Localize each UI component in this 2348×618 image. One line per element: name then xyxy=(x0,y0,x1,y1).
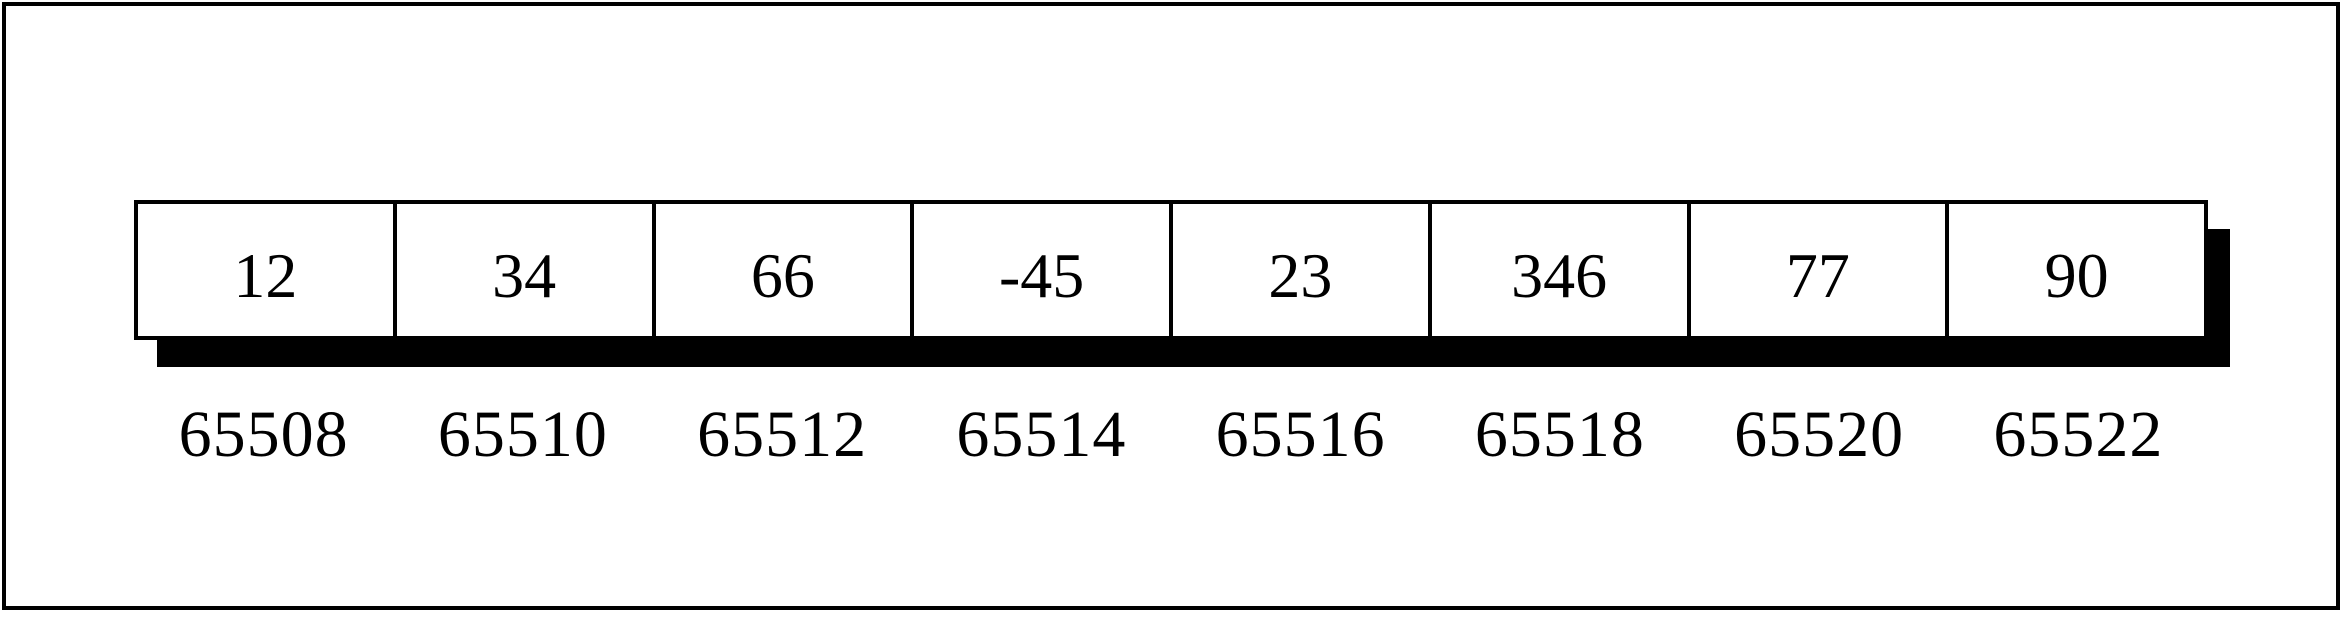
address-label-5: 65518 xyxy=(1474,398,1645,471)
address-row: 65508 65510 65512 65514 65516 65518 6552… xyxy=(134,390,2208,480)
address-label-2: 65512 xyxy=(697,398,868,471)
memory-cell-6: 77 xyxy=(1691,204,1950,336)
memory-cell-5: 346 xyxy=(1432,204,1691,336)
memory-cell-2: 66 xyxy=(656,204,915,336)
memory-array: 12 34 66 -45 23 346 77 90 xyxy=(134,200,2208,340)
memory-cell-1: 34 xyxy=(397,204,656,336)
address-label-6: 65520 xyxy=(1734,398,1905,471)
memory-cell-7: 90 xyxy=(2044,240,2109,311)
memory-cell-3: -45 xyxy=(914,204,1173,336)
address-label-3: 65514 xyxy=(956,398,1127,471)
address-label-1: 65510 xyxy=(437,398,608,471)
memory-cell-4: 23 xyxy=(1173,204,1432,336)
memory-cell-0: 12 xyxy=(138,204,397,336)
address-label-4: 65516 xyxy=(1215,398,1386,471)
address-label-0: 65508 xyxy=(178,398,349,471)
address-label-7: 65522 xyxy=(1993,398,2164,471)
